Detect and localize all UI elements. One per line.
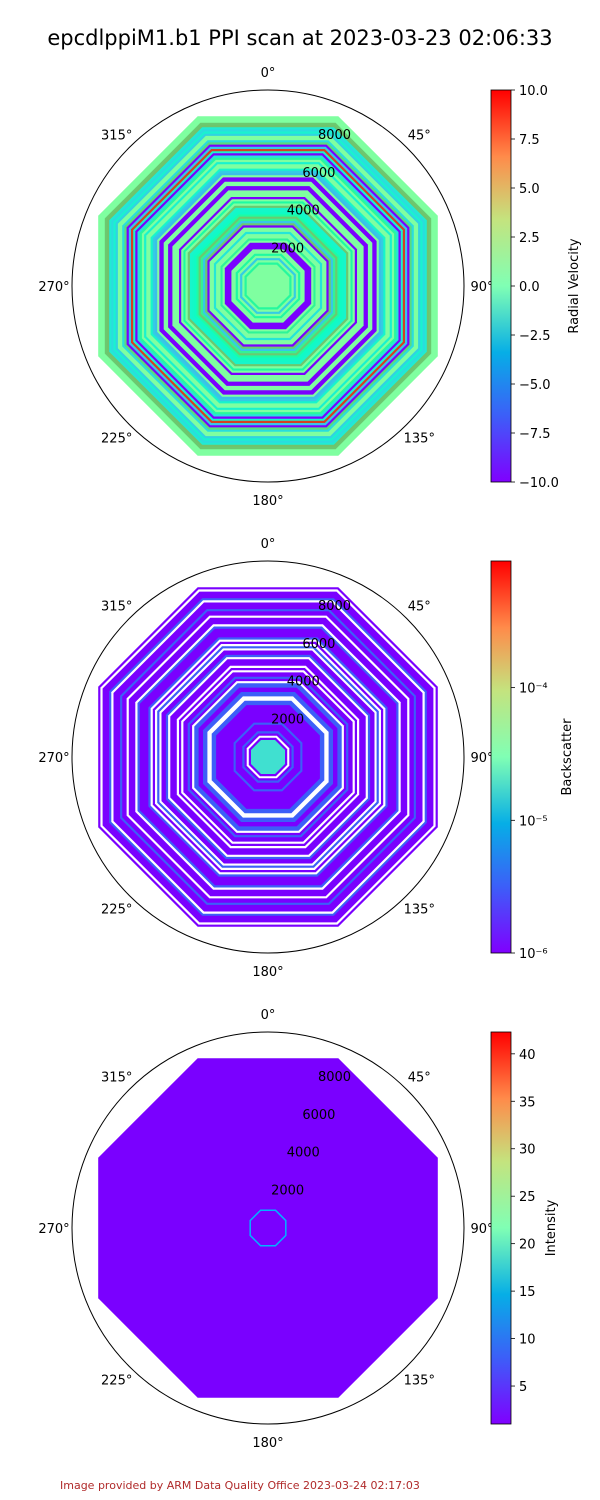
radial-velocity-panel: 2000 4000 6000 8000 0° 45° 90° 135° 180° 225° 270… [0,60,600,530]
polar-frame [71,1031,465,1425]
colorbar-tick-label: −7.5 [519,427,551,442]
radial-tick-label: 6000 [302,637,335,652]
angle-tick-label: 225° [101,431,132,446]
polar-frame [71,560,465,954]
colorbar-tick-label: 10⁻⁵ [519,814,548,829]
angle-tick-label: 225° [101,902,132,917]
radial-tick-label: 2000 [271,241,304,256]
figure-title: epcdlppiM1.b1 PPI scan at 2023-03-23 02:… [47,26,553,50]
angle-tick-label: 45° [408,600,431,615]
angle-tick-label: 90° [470,751,493,766]
angle-tick-label: 0° [261,1008,276,1023]
intensity-panel: 2000 4000 6000 8000 0° 45° 90° 135° 180° 225° 270… [0,1002,600,1472]
colorbar-tick-label: 15 [519,1285,536,1300]
intensity-plot: 2000 4000 6000 8000 0° 45° 90° 135° 180° 225° 270… [38,1008,559,1451]
angle-tick-label: 45° [408,1071,431,1086]
colorbar-tick-label: 10⁻⁴ [519,682,548,697]
colorbar [490,560,512,954]
near-range-ring [249,1209,287,1247]
radial-tick-label: 8000 [318,1070,351,1085]
colorbar-label: Intensity [544,1199,559,1256]
radial-tick-label: 4000 [287,204,320,219]
angle-tick-label: 270° [38,280,69,295]
angle-tick-label: 45° [408,129,431,144]
radial-velocity-sweep [98,116,438,456]
colorbar [490,89,512,483]
angle-tick-label: 225° [101,1373,132,1388]
angle-tick-label: 180° [252,1436,283,1451]
radial-tick-label: 4000 [287,1146,320,1161]
angle-tick-label: 315° [101,1071,132,1086]
near-range-gate [251,740,285,774]
angle-tick-label: 90° [470,1222,493,1237]
radial-velocity-plot: 2000 4000 6000 8000 0° 45° 90° 135° 180° 225° 270… [38,66,582,509]
colorbar-label: Radial Velocity [567,238,582,334]
colorbar [490,1031,512,1425]
colorbar-tick-label: 10.0 [519,84,548,99]
colorbar-tick-label: 7.5 [519,133,540,148]
radial-tick-label: 2000 [271,1183,304,1198]
colorbar-tick-label: 20 [519,1238,536,1253]
radial-tick-label: 4000 [287,675,320,690]
angle-tick-label: 180° [252,965,283,980]
radial-tick-label: 2000 [271,712,304,727]
near-range-gate [251,269,285,303]
colorbar-tick-label: 40 [519,1048,536,1063]
backscatter-sweep [98,587,438,927]
colorbar-tick-label: −5.0 [519,378,551,393]
angle-tick-label: 135° [404,1373,435,1388]
angle-tick-label: 0° [261,537,276,552]
intensity-sweep [98,1058,438,1398]
colorbar-tick-label: 10 [519,1333,536,1348]
radial-tick-label: 6000 [302,166,335,181]
radial-tick-label: 8000 [318,128,351,143]
intensity-field [98,1058,438,1398]
colorbar-tick-label: 5 [519,1380,527,1395]
colorbar-tick-label: 10⁻⁶ [519,947,548,962]
angle-tick-label: 180° [252,494,283,509]
colorbar-tick-label: 5.0 [519,182,540,197]
angle-tick-label: 270° [38,1222,69,1237]
angle-tick-label: 135° [404,431,435,446]
colorbar-tick-label: −10.0 [519,476,559,491]
angle-tick-label: 270° [38,751,69,766]
angle-tick-label: 315° [101,129,132,144]
colorbar-tick-label: 35 [519,1095,536,1110]
polar-frame [71,89,465,483]
radial-tick-label: 6000 [302,1108,335,1123]
angle-tick-label: 0° [261,66,276,81]
backscatter-panel: 2000 4000 6000 8000 0° 45° 90° 135° 180° 225° 270… [0,531,600,1001]
angle-tick-label: 90° [470,280,493,295]
colorbar-tick-label: 2.5 [519,231,540,246]
radial-tick-label: 8000 [318,599,351,614]
colorbar-tick-label: 30 [519,1143,536,1158]
angle-tick-label: 135° [404,902,435,917]
angle-tick-label: 315° [101,600,132,615]
colorbar-label: Backscatter [560,718,575,796]
colorbar-tick-label: 25 [519,1190,536,1205]
credit-footer: Image provided by ARM Data Quality Offic… [60,1479,420,1492]
colorbar-tick-label: 0.0 [519,280,540,295]
backscatter-plot: 2000 4000 6000 8000 0° 45° 90° 135° 180° 225° 270… [38,537,575,980]
colorbar-tick-label: −2.5 [519,329,551,344]
